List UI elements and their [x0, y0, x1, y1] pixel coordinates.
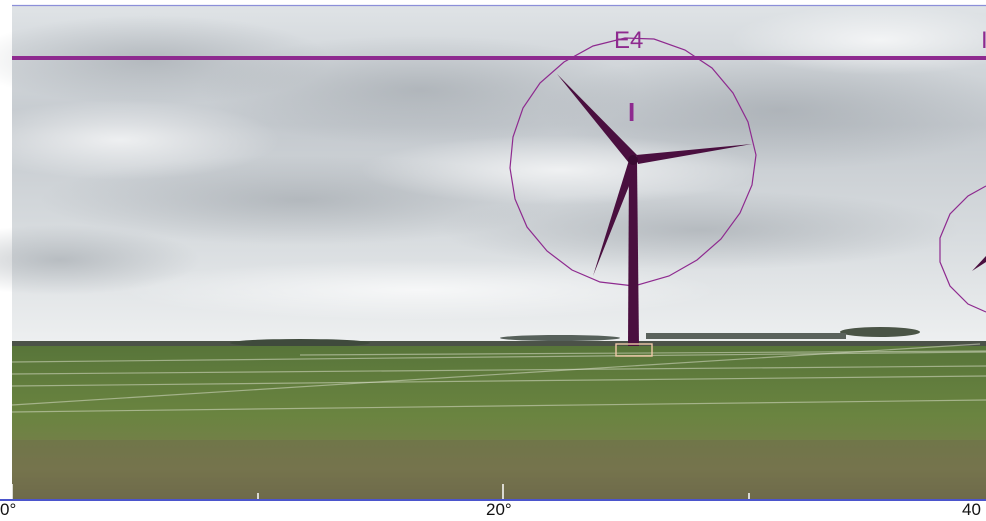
turbine-blade-lower [593, 160, 637, 276]
horizon-treeline [12, 327, 986, 347]
axis-ticks [11, 484, 750, 499]
turbine-tower [628, 160, 639, 346]
turbine-hub [628, 155, 638, 165]
turbine-base [615, 343, 653, 357]
turbine-marker-e4: I [628, 97, 635, 127]
axis-label-20: 20° [486, 500, 512, 519]
axis-label-0: 0° [0, 500, 17, 519]
field-tracks [11, 343, 986, 413]
turbine-blade-right [636, 144, 752, 164]
field [12, 346, 986, 500]
turbine-blade-upper [557, 74, 637, 163]
axis-label-40: 40 [962, 500, 981, 519]
field-foreground [12, 440, 986, 500]
rotor-circle-next [939, 185, 986, 313]
turbine-label-next: I [981, 27, 986, 54]
turbine-e4 [557, 74, 752, 357]
turbine-label-e4: E4 [614, 27, 643, 54]
turbine-next-blade [972, 256, 986, 271]
rotor-circle-e4 [509, 37, 757, 287]
